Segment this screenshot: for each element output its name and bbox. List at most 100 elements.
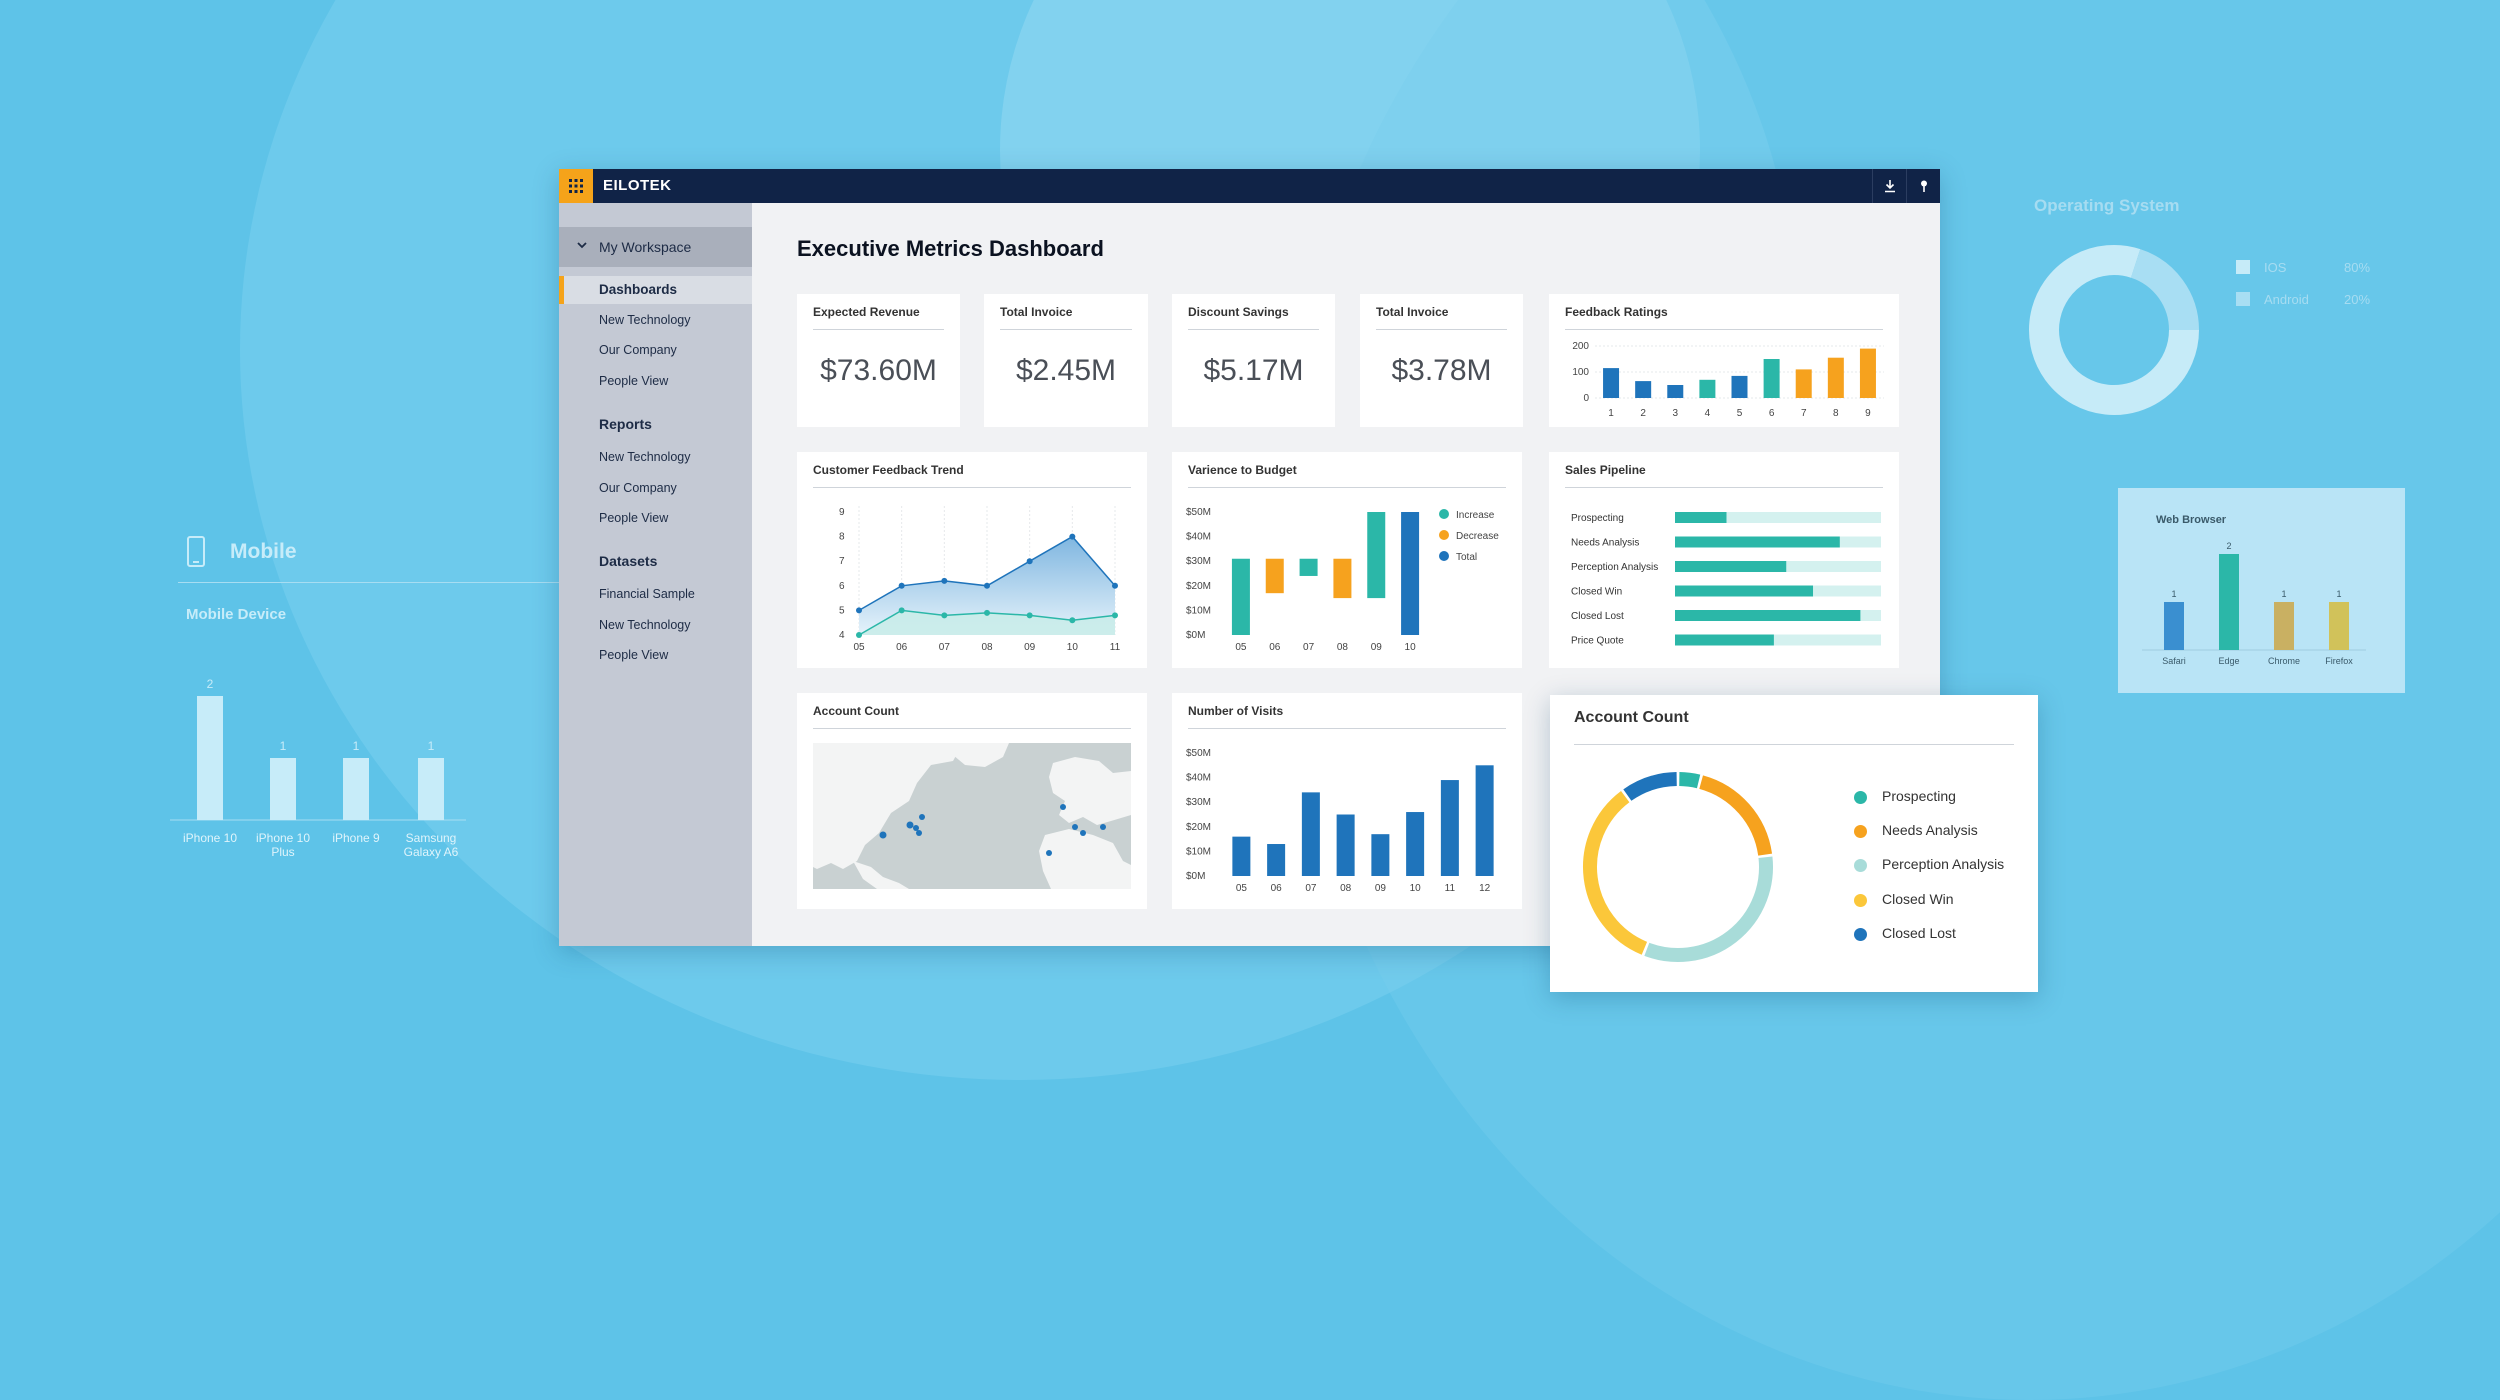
- account-count-donut: [1583, 772, 1773, 962]
- legend-dot: [1854, 894, 1867, 907]
- x-tick-label: 06: [1269, 642, 1281, 653]
- x-tick-label: 07: [1305, 883, 1317, 894]
- sidebar-item-datasets-new-technology[interactable]: New Technology: [559, 611, 752, 639]
- account-count-popout[interactable]: Account Count Prospecting Needs Analysis…: [1550, 695, 2038, 992]
- bar: [1635, 381, 1652, 398]
- category-label: Price Quote: [1571, 636, 1624, 647]
- x-tick-label: Samsung Galaxy A6: [404, 831, 459, 859]
- sidebar-item-people-view[interactable]: People View: [559, 367, 752, 395]
- sidebar-item-label: New Technology: [599, 450, 691, 464]
- sidebar: My Workspace Dashboards New Technology O…: [559, 203, 752, 946]
- map-marker: [913, 825, 919, 831]
- top-bar: EILOTEK: [559, 169, 1940, 203]
- kpi-card-discount-savings[interactable]: Discount Savings $5.17M: [1172, 294, 1335, 427]
- world-map[interactable]: [813, 743, 1131, 889]
- legend-label: Decrease: [1456, 531, 1499, 542]
- sidebar-item-dashboards[interactable]: Dashboards: [559, 276, 752, 304]
- bar: [1675, 585, 1814, 597]
- y-tick-label: $10M: [1186, 605, 1211, 616]
- map-marker: [1046, 850, 1052, 856]
- bar: [1667, 385, 1684, 398]
- value-label: 1: [428, 739, 435, 753]
- brand-logo: EILOTEK: [603, 177, 672, 194]
- sidebar-item-datasets-people-view[interactable]: People View: [559, 641, 752, 669]
- sidebar-item-label: People View: [599, 511, 669, 525]
- download-button[interactable]: [1872, 169, 1907, 203]
- map-europe: [1049, 757, 1131, 825]
- kpi-title: Total Invoice: [1000, 305, 1073, 319]
- variance-to-budget-card[interactable]: $0M $10M $20M $30M $40M $50M 05 06 07 08 09 10 Incre…: [1172, 452, 1522, 668]
- sidebar-item-reports-new-technology[interactable]: New Technology: [559, 443, 752, 471]
- sidebar-section-reports: Reports: [599, 416, 652, 432]
- bar: [418, 758, 444, 820]
- x-tick-label: iPhone 10 Plus: [256, 831, 310, 859]
- bar: [1859, 348, 1876, 398]
- y-tick-label: 4: [839, 630, 845, 641]
- category-label: Closed Win: [1571, 587, 1622, 598]
- value-label: 2: [2226, 541, 2231, 551]
- card-divider: [1000, 329, 1132, 330]
- kpi-title: Discount Savings: [1188, 305, 1289, 319]
- x-tick-label: iPhone 9: [332, 831, 380, 845]
- x-tick-label: 08: [1337, 642, 1349, 653]
- map-marker: [1060, 804, 1066, 810]
- kpi-value: $5.17M: [1203, 354, 1304, 387]
- account-count-map-card[interactable]: Account Count: [797, 693, 1147, 909]
- legend-label: Needs Analysis: [1882, 822, 1978, 838]
- y-tick-label: $50M: [1186, 507, 1211, 518]
- bar: [1333, 558, 1352, 599]
- category-label: Closed Lost: [1571, 611, 1624, 622]
- bar: [1699, 379, 1716, 398]
- mobile-divider: [178, 582, 559, 583]
- data-point: [1026, 558, 1033, 565]
- x-tick-label: Firefox: [2325, 656, 2353, 666]
- card-divider: [1188, 487, 1506, 488]
- area-series-2: [859, 610, 1115, 635]
- number-of-visits-card[interactable]: $0M $10M $20M $30M $40M $50M 05 06 07 08 09 10 11 12 …: [1172, 693, 1522, 909]
- map-central-america: [853, 861, 909, 889]
- data-point: [1026, 612, 1033, 619]
- customer-feedback-trend-card[interactable]: 4 5 6 7 8 9 05 06 07 08 09 10 11 Customer Feedback T…: [797, 452, 1147, 668]
- bar: [197, 696, 223, 820]
- card-divider: [1376, 329, 1507, 330]
- bar: [1475, 765, 1494, 876]
- sidebar-item-new-technology[interactable]: New Technology: [559, 306, 752, 334]
- sidebar-item-our-company[interactable]: Our Company: [559, 336, 752, 364]
- os-legend-ios-value: 80%: [2344, 260, 2371, 275]
- sidebar-section-datasets: Datasets: [599, 553, 658, 569]
- card-divider: [1188, 728, 1506, 729]
- y-tick-label: 200: [1572, 341, 1589, 352]
- kpi-card-total-invoice-2[interactable]: Total Invoice $3.78M: [1360, 294, 1523, 427]
- value-label: 1: [353, 739, 360, 753]
- sidebar-item-reports-people-view[interactable]: People View: [559, 504, 752, 532]
- legend-label: Closed Lost: [1882, 925, 1956, 941]
- web-browser-chart: 1 Safari 2 Edge 1 Chrome 1 Firefox: [2142, 541, 2366, 666]
- sidebar-item-financial-sample[interactable]: Financial Sample: [559, 580, 752, 608]
- y-tick-label: $10M: [1186, 846, 1211, 857]
- feedback-ratings-card[interactable]: 0 100 200 1 2 3 4 5 6 7 8 9 Feedback Ratings: [1549, 294, 1899, 427]
- legend-dot: [1439, 509, 1449, 519]
- x-tick-label: 4: [1705, 408, 1711, 419]
- legend-label: Increase: [1456, 510, 1495, 521]
- bar: [1299, 558, 1318, 576]
- bar: [1675, 634, 1774, 646]
- y-tick-label: $30M: [1186, 556, 1211, 567]
- legend-label: Total: [1456, 552, 1477, 563]
- sales-pipeline-card[interactable]: Prospecting Needs Analysis Perception Anal…: [1549, 452, 1899, 668]
- bar: [1265, 558, 1284, 594]
- x-tick-label: 09: [1375, 883, 1387, 894]
- app-launcher-button[interactable]: [559, 169, 593, 203]
- bar: [1232, 836, 1251, 876]
- bar: [1267, 844, 1286, 876]
- pin-button[interactable]: [1906, 169, 1940, 203]
- kpi-value: $3.78M: [1391, 354, 1492, 387]
- kpi-card-total-invoice[interactable]: Total Invoice $2.45M: [984, 294, 1148, 427]
- bar: [1731, 375, 1748, 398]
- y-tick-label: $40M: [1186, 773, 1211, 784]
- x-tick-label: iPhone 10: [183, 831, 237, 845]
- label-line: iPhone 10: [256, 831, 310, 845]
- kpi-card-expected-revenue[interactable]: Expected Revenue $73.60M: [797, 294, 960, 427]
- x-tick-label: Chrome: [2268, 656, 2300, 666]
- sidebar-item-reports-our-company[interactable]: Our Company: [559, 474, 752, 502]
- workspace-header[interactable]: My Workspace: [559, 227, 752, 267]
